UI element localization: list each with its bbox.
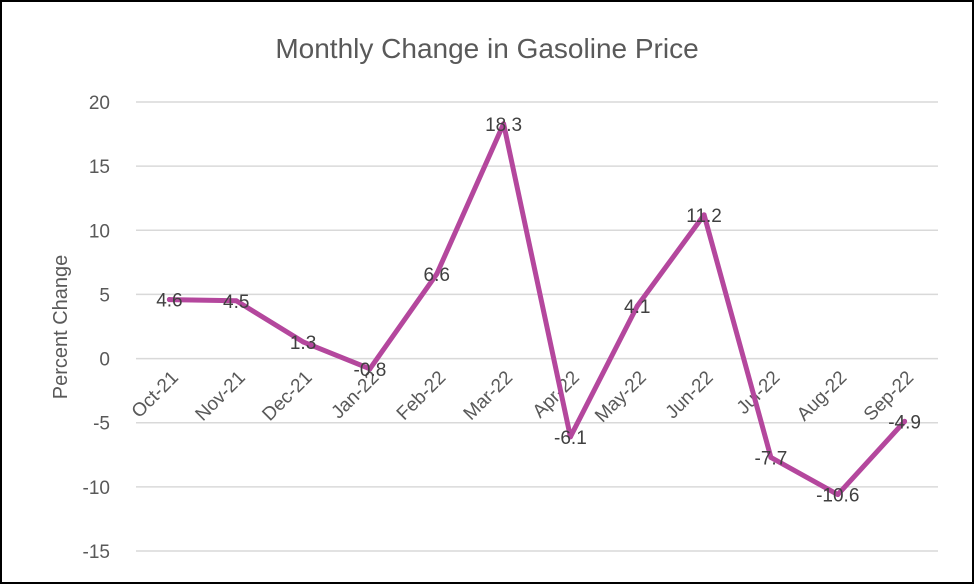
x-tick-label: Feb-22	[393, 367, 450, 424]
data-label: -10.6	[816, 486, 859, 507]
x-tick-label: Mar-22	[460, 367, 517, 424]
data-point	[701, 212, 707, 218]
y-tick-label: 10	[89, 221, 110, 242]
data-point	[634, 303, 640, 309]
data-point	[768, 454, 774, 460]
data-label: 4.1	[624, 297, 650, 318]
y-tick-label: -5	[93, 414, 110, 435]
data-label: 1.3	[290, 333, 316, 354]
x-tick-label: Dec-21	[258, 367, 316, 425]
y-axis-label: Percent Change	[50, 255, 72, 400]
series-line	[166, 121, 908, 498]
data-label: 4.5	[223, 292, 249, 313]
x-tick-label: Aug-22	[793, 367, 851, 425]
chart-title: Monthly Change in Gasoline Price	[275, 33, 698, 64]
data-label: 6.6	[424, 265, 450, 286]
data-point	[501, 121, 507, 127]
y-tick-label: 20	[89, 93, 110, 114]
x-tick-label: Nov-21	[192, 367, 250, 425]
data-label: 11.2	[686, 206, 722, 227]
y-tick-label: -15	[83, 542, 110, 563]
y-tick-label: 0	[99, 350, 110, 371]
data-label: -4.9	[888, 412, 921, 433]
data-point	[902, 418, 908, 424]
data-point	[567, 434, 573, 440]
data-point	[300, 339, 306, 345]
data-label: -0.8	[354, 360, 387, 381]
data-label: -7.7	[755, 448, 788, 469]
x-tick-label: Oct-21	[128, 367, 183, 422]
y-tick-label: 5	[99, 285, 110, 306]
data-point	[166, 297, 172, 303]
data-point	[367, 366, 373, 372]
y-tick-label: -10	[83, 478, 110, 499]
data-point	[434, 271, 440, 277]
x-tick-label: Jun-22	[662, 367, 718, 423]
y-tick-label: 15	[89, 157, 110, 178]
data-point	[835, 492, 841, 498]
data-label: 18.3	[485, 115, 522, 136]
data-label: 4.6	[156, 291, 182, 312]
data-point	[233, 298, 239, 304]
data-label: -6.1	[554, 428, 587, 449]
